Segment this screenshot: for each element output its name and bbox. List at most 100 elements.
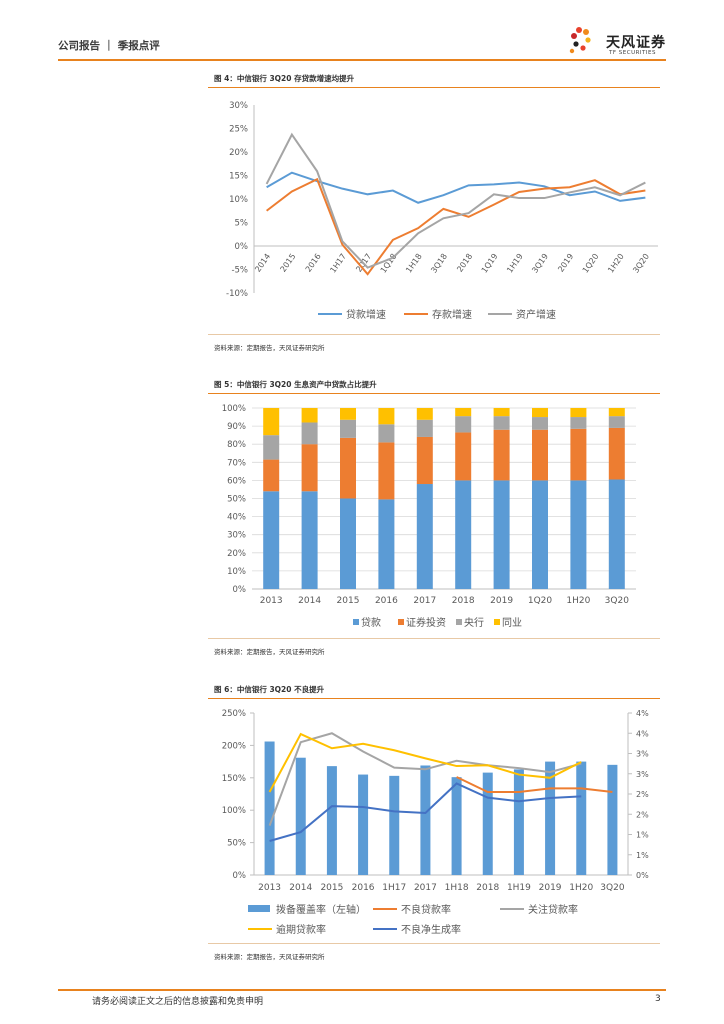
y-left-tick-label: 0% <box>233 871 247 881</box>
figure-6-rule <box>208 698 660 699</box>
figure-5-title: 图 5：中信银行 3Q20 生息资产中贷款占比提升 <box>214 379 377 390</box>
legend-swatch <box>456 619 462 625</box>
legend-label: 央行 <box>464 616 484 629</box>
x-tick-label: 2015 <box>337 596 360 606</box>
series-line <box>457 777 613 792</box>
figure-6-chart: 0% 50% 100% 150% 200% 250% 0% 1% 1% 2% 2% 3% 3% 4% 4% 2… <box>208 700 660 943</box>
stacked-bar-segment <box>532 408 548 417</box>
figure-6-title: 图 6：中信银行 3Q20 不良提升 <box>214 684 324 695</box>
x-tick-label: 1H20 <box>569 883 593 893</box>
legend-label: 资产增速 <box>516 308 556 321</box>
legend-swatch <box>494 619 500 625</box>
legend-swatch <box>398 619 404 625</box>
y-right-tick-label: 3% <box>636 770 649 779</box>
stacked-bar-segment <box>263 491 279 589</box>
y-left-tick-label: 150% <box>222 774 246 784</box>
stacked-bar-segment <box>302 422 318 444</box>
legend-swatch <box>248 905 270 912</box>
y-tick-label: 20% <box>227 549 246 559</box>
stacked-bar-segment <box>378 424 394 442</box>
y-right-tick-label: 4% <box>636 729 649 738</box>
stacked-bar-segment <box>455 408 471 416</box>
x-tick-label: 2017 <box>413 596 436 606</box>
stacked-bar-segment <box>340 408 356 420</box>
page-number: 3 <box>655 994 661 1004</box>
stacked-bar-segment <box>263 408 279 435</box>
stacked-bar-segment <box>494 416 510 430</box>
stacked-bar-segment <box>340 438 356 499</box>
stacked-bar-segment <box>494 480 510 589</box>
coverage-bar <box>358 775 368 875</box>
x-tick-label: 1H17 <box>328 252 348 275</box>
legend-label: 同业 <box>502 617 522 629</box>
x-tick-label: 2014 <box>298 596 321 606</box>
header-rule <box>58 59 666 61</box>
y-tick-label: 30% <box>229 101 248 111</box>
stacked-bar-segment <box>609 408 625 416</box>
coverage-bar <box>296 758 306 875</box>
y-tick-label: 15% <box>229 172 248 182</box>
x-tick-label: 1Q20 <box>581 252 601 275</box>
x-tick-label: 1H17 <box>382 883 406 893</box>
stacked-bar-segment <box>302 491 318 589</box>
stacked-bar-segment <box>340 420 356 438</box>
figure-5-chart: 0% 10% 20% 30% 40% 50% 60% 70% 80% 90% 100% 2013 201… <box>208 395 660 638</box>
stacked-bar-segment <box>340 499 356 590</box>
x-tick-label: 3Q18 <box>429 252 449 275</box>
x-tick-label: 2015 <box>278 252 297 274</box>
stacked-bar-segment <box>378 442 394 499</box>
y-tick-label: 30% <box>227 531 246 541</box>
x-tick-label: 1H20 <box>606 252 626 275</box>
legend-label: 存款增速 <box>432 308 472 321</box>
report-section-label: 公司报告 ｜ 季报点评 <box>58 38 160 53</box>
y-tick-label: 80% <box>227 440 246 450</box>
x-tick-label: 2016 <box>375 596 398 606</box>
y-left-tick-label: 100% <box>222 806 246 816</box>
logo-text: 天风证券 <box>606 32 666 52</box>
x-tick-label: 3Q20 <box>631 252 651 275</box>
legend-label: 不良净生成率 <box>401 923 461 936</box>
y-tick-label: 50% <box>227 495 246 505</box>
x-tick-label: 3Q19 <box>530 252 550 275</box>
x-tick-label: 2019 <box>490 596 513 606</box>
coverage-bar <box>576 762 586 875</box>
x-tick-label: 2015 <box>320 883 343 893</box>
x-tick-label: 2018 <box>455 252 474 274</box>
stacked-bar-segment <box>455 480 471 589</box>
x-tick-label: 1Q19 <box>480 252 500 275</box>
x-tick-label: 2016 <box>304 252 323 274</box>
stacked-bar-segment <box>609 416 625 428</box>
figure-5-bottom-rule <box>208 638 660 639</box>
coverage-bar <box>607 765 617 875</box>
coverage-bar <box>483 773 493 875</box>
y-tick-label: 10% <box>229 195 248 205</box>
y-tick-label: 90% <box>227 422 246 432</box>
x-tick-label: 1H20 <box>566 596 590 606</box>
stacked-bar-segment <box>494 430 510 481</box>
x-tick-label: 1H18 <box>445 883 469 893</box>
stacked-bar-segment <box>378 408 394 424</box>
y-tick-label: 0% <box>235 242 249 252</box>
stacked-bar-segment <box>263 460 279 492</box>
x-tick-label: 1H19 <box>507 883 531 893</box>
x-tick-label: 2019 <box>539 883 562 893</box>
y-tick-label: 20% <box>229 148 248 158</box>
stacked-bar-segment <box>417 408 433 420</box>
disclaimer-text: 请务必阅读正文之后的信息披露和免责申明 <box>92 994 263 1007</box>
y-tick-label: 70% <box>227 458 246 468</box>
y-right-tick-label: 2% <box>636 790 649 799</box>
legend-label: 拨备覆盖率（左轴） <box>276 903 366 916</box>
figure-6-source: 资料来源：定期报告，天风证券研究所 <box>214 951 325 961</box>
stacked-bar-segment <box>417 437 433 484</box>
legend-label: 贷款增速 <box>346 308 386 321</box>
x-tick-label: 1H19 <box>505 252 525 275</box>
stacked-bar-segment <box>570 417 586 429</box>
y-tick-label: 5% <box>235 219 249 229</box>
x-tick-label: 3Q20 <box>600 883 625 893</box>
stacked-bar-segment <box>455 416 471 432</box>
legend-label: 证券投资 <box>406 616 446 629</box>
y-right-tick-label: 0% <box>636 871 649 880</box>
stacked-bar-segment <box>494 408 510 416</box>
figure-4-title: 图 4：中信银行 3Q20 存贷款增速均提升 <box>214 73 354 84</box>
y-left-tick-label: 50% <box>227 839 246 849</box>
